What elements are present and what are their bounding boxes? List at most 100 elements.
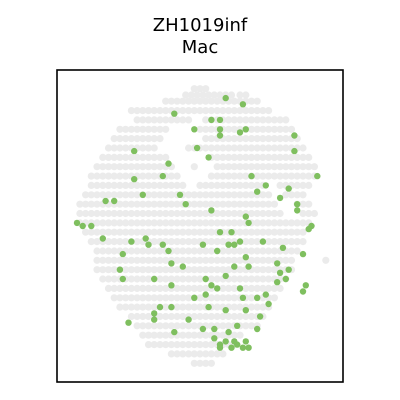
highlight-spot-19 (131, 176, 137, 182)
highlight-spot-42 (128, 238, 134, 244)
background-spot-528 (322, 257, 329, 264)
highlight-spot-16 (160, 173, 166, 179)
highlight-spot-99 (211, 335, 217, 341)
highlight-spot-60 (231, 263, 237, 269)
background-spot-527 (299, 238, 306, 245)
highlight-spot-50 (260, 238, 266, 244)
background-spot-141 (151, 144, 158, 151)
background-spot-89 (162, 126, 169, 133)
highlight-spot-79 (254, 295, 260, 301)
highlight-spot-67 (203, 276, 209, 282)
highlight-spot-65 (120, 276, 126, 282)
highlight-spot-22 (286, 185, 292, 191)
background-spot-30 (254, 98, 261, 105)
highlight-spot-105 (245, 345, 251, 351)
highlight-spot-10 (291, 132, 297, 138)
highlight-spot-56 (300, 251, 306, 257)
highlight-spot-35 (88, 223, 94, 229)
highlight-spot-51 (280, 245, 286, 251)
highlight-spot-32 (243, 213, 249, 219)
background-spot-277 (179, 182, 186, 189)
highlight-spot-33 (74, 220, 80, 226)
background-spot-174 (162, 154, 169, 161)
highlight-spot-46 (200, 242, 206, 248)
highlight-spot-64 (286, 267, 292, 273)
background-spot-55 (265, 107, 272, 114)
highlight-spot-73 (303, 282, 309, 288)
highlight-spot-108 (243, 338, 249, 344)
highlight-spot-74 (168, 282, 174, 288)
highlight-spot-6 (191, 126, 197, 132)
background-spot-162 (299, 144, 306, 151)
background-spot-2 (202, 85, 209, 92)
highlight-spot-81 (265, 301, 271, 307)
highlight-spot-76 (214, 285, 220, 291)
highlight-spot-0 (223, 95, 229, 101)
background-spot-11 (228, 91, 235, 98)
background-spot-599 (288, 257, 295, 264)
background-spot-106 (288, 126, 295, 133)
highlight-spot-95 (225, 329, 231, 335)
highlight-spot-3 (208, 117, 214, 123)
highlight-spot-58 (168, 260, 174, 266)
background-spot-328 (265, 191, 272, 198)
highlight-spot-9 (243, 126, 249, 132)
highlight-spot-71 (283, 276, 289, 282)
highlight-spot-107 (231, 338, 237, 344)
highlight-spot-29 (294, 201, 300, 207)
background-spot-406 (277, 210, 284, 217)
highlight-spot-78 (240, 295, 246, 301)
highlight-spot-98 (171, 329, 177, 335)
background-spot-844 (219, 350, 226, 357)
highlight-spot-12 (131, 148, 137, 154)
highlight-spot-13 (205, 154, 211, 160)
background-spot-295 (305, 182, 312, 189)
background-spot-370 (305, 201, 312, 208)
highlight-spot-93 (200, 326, 206, 332)
highlight-spot-52 (120, 251, 126, 257)
highlight-spot-75 (203, 291, 209, 297)
highlight-spot-62 (274, 260, 280, 266)
highlight-spot-72 (300, 288, 306, 294)
background-spot-848 (208, 360, 215, 367)
highlight-spot-38 (306, 226, 312, 232)
highlight-spot-15 (291, 148, 297, 154)
highlight-spot-57 (117, 267, 123, 273)
highlight-spot-36 (245, 220, 251, 226)
background-spot-241 (174, 173, 181, 180)
background-spot-65 (185, 116, 192, 123)
highlight-spot-25 (277, 195, 283, 201)
background-spot-409 (311, 210, 318, 217)
highlight-spot-92 (185, 316, 191, 322)
highlight-spot-1 (240, 101, 246, 107)
highlight-spot-68 (208, 282, 214, 288)
highlight-spot-27 (111, 198, 117, 204)
highlight-spot-45 (160, 242, 166, 248)
highlight-spot-54 (214, 248, 220, 254)
background-spot-207 (191, 163, 198, 170)
background-spot-13 (242, 91, 249, 98)
highlight-spot-94 (211, 326, 217, 332)
highlight-spot-18 (314, 173, 320, 179)
highlight-spot-69 (223, 273, 229, 279)
highlight-spot-87 (223, 307, 229, 313)
highlight-spot-82 (191, 295, 197, 301)
highlight-spot-47 (225, 242, 231, 248)
highlight-spot-70 (274, 279, 280, 285)
highlight-spot-66 (151, 276, 157, 282)
highlight-spot-34 (80, 223, 86, 229)
highlight-spot-85 (168, 304, 174, 310)
highlight-spot-28 (183, 201, 189, 207)
highlight-spot-2 (171, 111, 177, 117)
highlight-spot-20 (263, 182, 269, 188)
highlight-spot-86 (205, 304, 211, 310)
highlight-spot-31 (294, 207, 300, 213)
highlight-spot-77 (237, 285, 243, 291)
highlight-spot-97 (254, 326, 260, 332)
highlight-spot-11 (194, 145, 200, 151)
highlight-spot-61 (245, 263, 251, 269)
highlight-spot-53 (165, 248, 171, 254)
highlight-spot-89 (257, 313, 263, 319)
highlight-spot-101 (223, 338, 229, 344)
